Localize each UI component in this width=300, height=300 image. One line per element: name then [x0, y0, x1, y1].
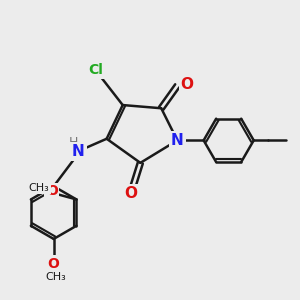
- Text: CH₃: CH₃: [45, 272, 66, 281]
- Text: CH₃: CH₃: [28, 183, 49, 193]
- Text: Cl: Cl: [88, 63, 103, 77]
- Text: O: O: [124, 186, 137, 201]
- Text: O: O: [180, 77, 194, 92]
- Text: H: H: [68, 136, 78, 149]
- Text: O: O: [48, 257, 60, 271]
- Text: N: N: [171, 133, 184, 148]
- Text: O: O: [46, 184, 58, 198]
- Text: N: N: [72, 144, 85, 159]
